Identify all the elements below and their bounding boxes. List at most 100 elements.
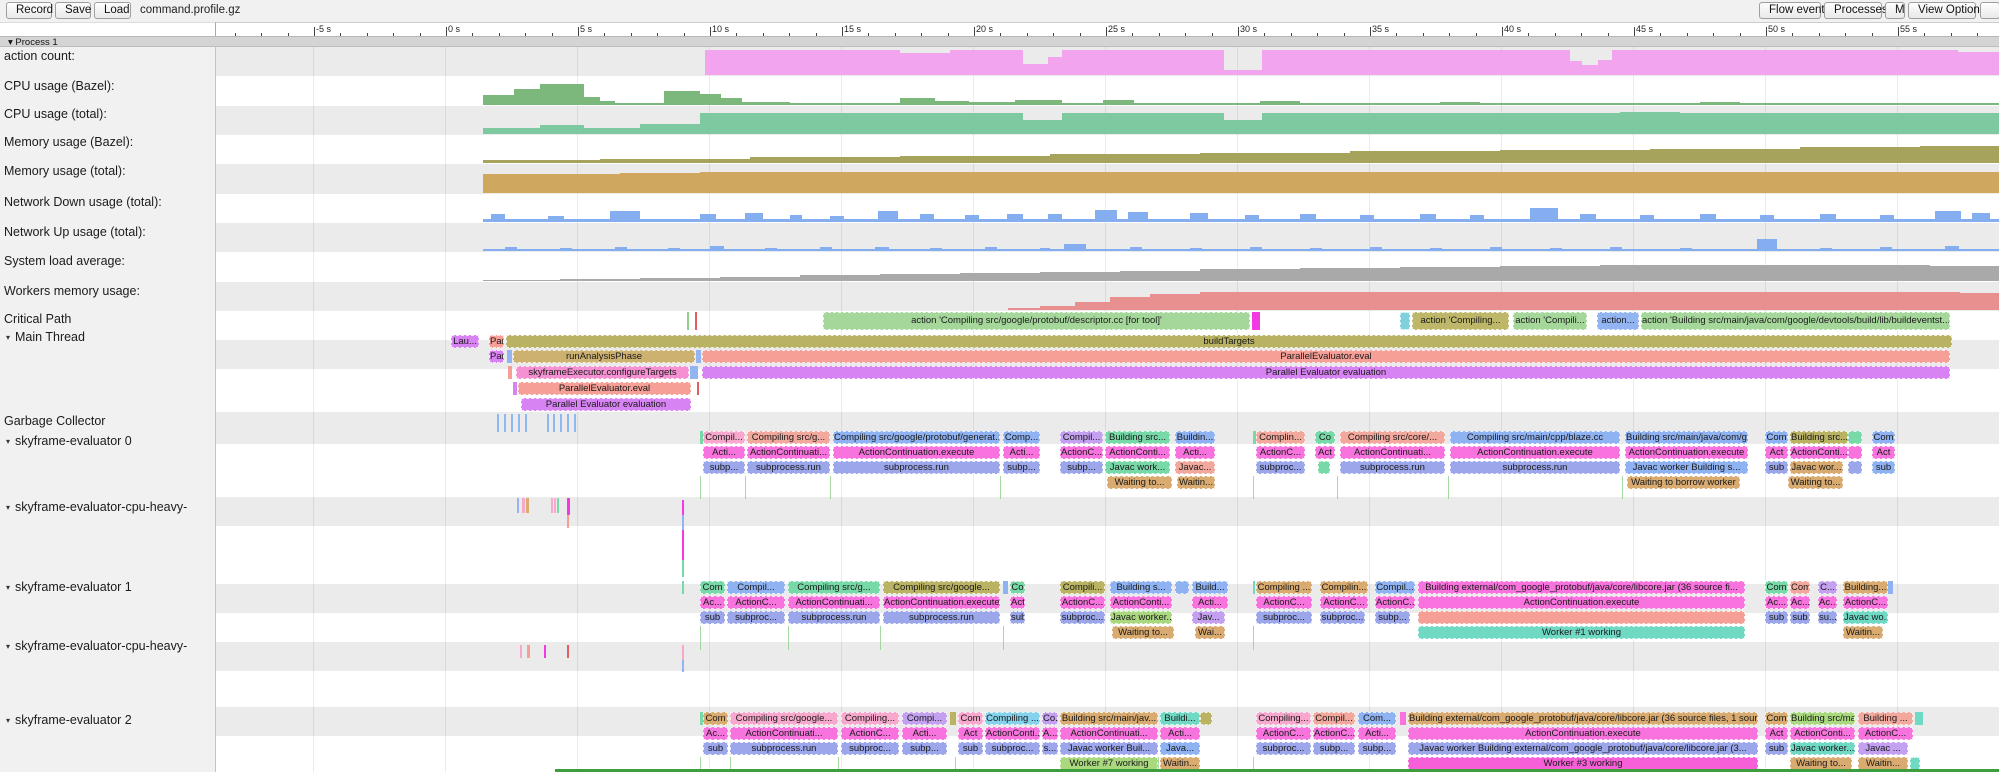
- critical-path-event[interactable]: action...: [1597, 312, 1639, 330]
- load-button[interactable]: Load: [94, 2, 131, 19]
- track-label-skyframe-evaluator-2[interactable]: ▾ skyframe-evaluator 2: [6, 713, 132, 727]
- skyframe-evaluator-0-event[interactable]: Acti...: [1175, 446, 1215, 459]
- skyframe-evaluator-1-event[interactable]: Building...: [1843, 581, 1888, 594]
- skyframe-evaluator-0-event[interactable]: ActionContinuation.execute: [833, 446, 1000, 459]
- track-label-skyframe-evaluator-1[interactable]: ▾ skyframe-evaluator 1: [6, 580, 132, 594]
- skyframe-evaluator-2-event[interactable]: Javac ...: [1858, 742, 1908, 755]
- skyframe-evaluator-1-event[interactable]: subproc...: [727, 611, 785, 624]
- cpu-heavy-event-tick[interactable]: [554, 498, 556, 513]
- skyframe-evaluator-1-event[interactable]: Wai...: [1195, 626, 1225, 639]
- skyframe-evaluator-1-event[interactable]: sub: [1010, 611, 1025, 624]
- skyframe-evaluator-0-event[interactable]: Act: [1315, 446, 1335, 459]
- skyframe-evaluator-1-event[interactable]: [1418, 611, 1745, 624]
- skyframe-evaluator-1-event[interactable]: [1888, 581, 1893, 594]
- critical-path-event[interactable]: action 'Compiling src/google/protobuf/de…: [823, 312, 1250, 330]
- skyframe-evaluator-0-event[interactable]: sub: [1872, 461, 1895, 474]
- gc-tick[interactable]: [560, 414, 562, 432]
- skyframe-evaluator-1-event[interactable]: ActionConti...: [1110, 596, 1172, 609]
- skyframe-evaluator-1-event[interactable]: subprocess.run: [883, 611, 1000, 624]
- skyframe-evaluator-2-event[interactable]: sub: [703, 742, 728, 755]
- skyframe-evaluator-0-event[interactable]: ActionConti...: [1790, 446, 1848, 459]
- skyframe-evaluator-2-event[interactable]: Compiling...: [1256, 712, 1311, 725]
- skyframe-evaluator-1-event[interactable]: Ac...: [700, 596, 725, 609]
- skyframe-evaluator-2-event[interactable]: Buildi...: [1160, 712, 1200, 725]
- skyframe-evaluator-0-event[interactable]: Building src...: [1105, 431, 1170, 444]
- skyframe-evaluator-1-event[interactable]: Com: [1765, 581, 1788, 594]
- skyframe-evaluator-2-event[interactable]: subproc...: [841, 742, 899, 755]
- skyframe-evaluator-1-event[interactable]: Acti...: [1192, 596, 1228, 609]
- cpu-heavy-event-tick[interactable]: [682, 560, 684, 577]
- expand-arrow-icon[interactable]: ▾: [6, 583, 11, 592]
- skyframe-evaluator-1-event[interactable]: Com: [700, 581, 725, 594]
- skyframe-evaluator-1-event[interactable]: [1003, 581, 1008, 594]
- skyframe-evaluator-2-event[interactable]: Com: [1765, 712, 1788, 725]
- skyframe-evaluator-0-event[interactable]: subp...: [1060, 461, 1103, 474]
- main-thread-event[interactable]: [507, 350, 512, 363]
- main-thread-event[interactable]: Parallel Evaluator evaluation: [702, 366, 1950, 379]
- skyframe-evaluator-0-event[interactable]: subprocess.run: [833, 461, 1000, 474]
- skyframe-evaluator-1-event[interactable]: Compil...: [1375, 581, 1415, 594]
- skyframe-evaluator-1-event[interactable]: Ac...: [1765, 596, 1788, 609]
- main-thread-event[interactable]: [696, 350, 701, 363]
- skyframe-evaluator-1-event[interactable]: ActionContinuation.execute: [883, 596, 1000, 609]
- main-thread-event[interactable]: ParallelEvaluator.eval: [518, 382, 691, 395]
- skyframe-evaluator-0-event[interactable]: Building src/main/java/com/go...: [1625, 431, 1748, 444]
- skyframe-evaluator-2-event[interactable]: Building src/ma...: [1790, 712, 1855, 725]
- skyframe-evaluator-0-event[interactable]: Waiting to...: [1788, 476, 1843, 489]
- skyframe-evaluator-2-event[interactable]: sub: [958, 742, 983, 755]
- cpu-heavy-event-tick[interactable]: [682, 660, 684, 672]
- skyframe-evaluator-0-event[interactable]: Building src...: [1790, 431, 1848, 444]
- skyframe-evaluator-0-event[interactable]: Javac work...: [1105, 461, 1170, 474]
- skyframe-evaluator-1-event[interactable]: Build...: [1192, 581, 1228, 594]
- m-button[interactable]: M: [1885, 2, 1905, 19]
- skyframe-evaluator-2-event[interactable]: Javac worker...: [1790, 742, 1855, 755]
- skyframe-evaluator-0-event[interactable]: ActionContinuation.execute: [1625, 446, 1748, 459]
- skyframe-evaluator-0-event[interactable]: [700, 431, 703, 444]
- skyframe-evaluator-2-event[interactable]: A...: [1042, 727, 1058, 740]
- cpu-heavy-event-tick[interactable]: [544, 645, 546, 658]
- critical-path-event[interactable]: action 'Building src/main/java/com/googl…: [1641, 312, 1950, 330]
- skyframe-evaluator-2-event[interactable]: [950, 712, 956, 725]
- cpu-heavy-event-tick[interactable]: [527, 645, 530, 658]
- skyframe-evaluator-2-event[interactable]: Act: [958, 727, 983, 740]
- main-thread-event[interactable]: [508, 366, 512, 379]
- skyframe-evaluator-2-event[interactable]: ActionConti...: [985, 727, 1040, 740]
- skyframe-evaluator-2-event[interactable]: subproc...: [1256, 742, 1311, 755]
- skyframe-evaluator-0-event[interactable]: ActionConti...: [1105, 446, 1170, 459]
- skyframe-evaluator-0-event[interactable]: Compiling src/main/cpp/blaze.cc: [1450, 431, 1620, 444]
- cpu-heavy-event-tick[interactable]: [522, 498, 525, 513]
- skyframe-evaluator-0-event[interactable]: Com: [1765, 431, 1788, 444]
- skyframe-evaluator-1-event[interactable]: Javac wo...: [1843, 611, 1888, 624]
- skyframe-evaluator-1-event[interactable]: Compili...: [1060, 581, 1105, 594]
- skyframe-evaluator-2-event[interactable]: [1400, 712, 1406, 725]
- main-thread-event[interactable]: [697, 382, 699, 395]
- gc-tick[interactable]: [511, 414, 513, 432]
- skyframe-evaluator-1-event[interactable]: subproc...: [1256, 611, 1312, 624]
- main-thread-event[interactable]: runAnalysisPhase: [513, 350, 695, 363]
- skyframe-evaluator-0-event[interactable]: ActionContinuati...: [747, 446, 830, 459]
- blank-button[interactable]: [1980, 2, 1999, 19]
- skyframe-evaluator-2-event[interactable]: subp...: [1358, 742, 1396, 755]
- skyframe-evaluator-0-event[interactable]: Compiling src/google/protobuf/generat...: [833, 431, 1000, 444]
- skyframe-evaluator-0-event[interactable]: Compil...: [1060, 431, 1103, 444]
- skyframe-evaluator-2-event[interactable]: Compiling ...: [985, 712, 1040, 725]
- cpu-heavy-event-tick[interactable]: [551, 498, 553, 513]
- skyframe-evaluator-0-event[interactable]: subp...: [1003, 461, 1040, 474]
- main-thread-event[interactable]: Par: [489, 350, 504, 363]
- skyframe-evaluator-1-event[interactable]: ActionContinuation.execute: [1418, 596, 1745, 609]
- skyframe-evaluator-1-event[interactable]: Co: [1010, 581, 1025, 594]
- skyframe-evaluator-2-event[interactable]: Compiling src/google...: [730, 712, 838, 725]
- cpu-heavy-event-tick[interactable]: [682, 530, 684, 560]
- skyframe-evaluator-0-event[interactable]: Comp...: [1003, 431, 1040, 444]
- skyframe-evaluator-1-event[interactable]: Ac...: [1790, 596, 1810, 609]
- skyframe-evaluator-2-event[interactable]: Act: [1765, 727, 1788, 740]
- skyframe-evaluator-1-event[interactable]: subproc...: [1320, 611, 1365, 624]
- main-thread-event[interactable]: Parallel Evaluator evaluation: [521, 398, 691, 411]
- skyframe-evaluator-0-event[interactable]: Acti...: [703, 446, 745, 459]
- gc-tick[interactable]: [567, 414, 569, 432]
- skyframe-evaluator-2-event[interactable]: Building external/com_google_protobuf/ja…: [1408, 712, 1758, 725]
- skyframe-evaluator-1-event[interactable]: ActionContinuati...: [788, 596, 880, 609]
- track-label-skyframe-evaluator-cpu-heavy[interactable]: ▾ skyframe-evaluator-cpu-heavy-: [6, 639, 187, 653]
- skyframe-evaluator-1-event[interactable]: [1175, 581, 1189, 594]
- cpu-heavy-event-tick[interactable]: [567, 498, 570, 515]
